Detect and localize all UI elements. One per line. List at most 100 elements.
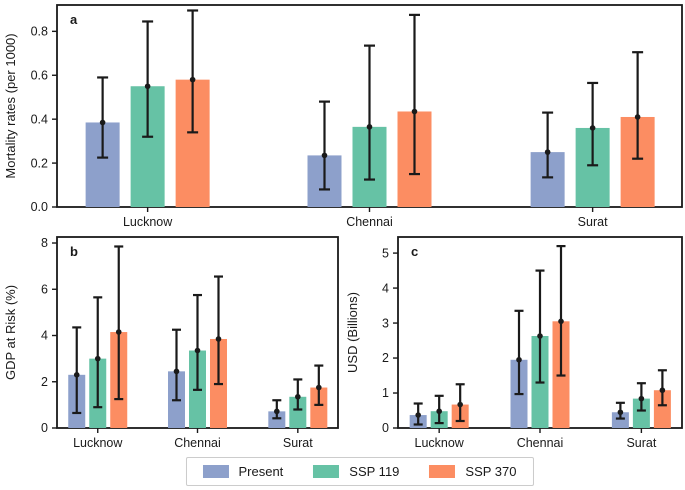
y-tick-label: 0.2 <box>31 156 48 170</box>
y-tick-label: 0.8 <box>31 25 48 39</box>
y-axis-label-a: Mortality rates (per 1000) <box>3 33 18 178</box>
panel-b: 0 2 4 6 8 GDP at Risk (%) b Lucknow Chennai Surat <box>3 236 339 450</box>
error-center-dot <box>537 333 543 339</box>
error-center-dot <box>73 372 80 378</box>
y-tick-label: 0 <box>41 421 48 435</box>
error-center-dot <box>115 329 122 335</box>
error-bar-surat-ssp-119 <box>636 382 646 412</box>
error-center-dot <box>215 336 222 342</box>
x-tick-label-chennai: Chennai <box>346 215 393 229</box>
y-tick-label: 3 <box>382 316 389 330</box>
error-center-dot <box>436 408 442 415</box>
error-bar-surat-ssp-119 <box>587 81 599 167</box>
y-tick-label: 0 <box>382 421 389 435</box>
error-bar-surat-ssp-119 <box>293 378 303 411</box>
error-bar-surat-present <box>272 399 282 420</box>
error-bar-lucknow-present <box>72 326 82 415</box>
error-bar-lucknow-ssp-370 <box>187 9 199 134</box>
x-tick-label-surat: Surat <box>626 436 656 450</box>
error-center-dot <box>638 395 645 402</box>
error-bar-chennai-present <box>514 309 524 396</box>
legend-label: SSP 119 <box>349 464 400 479</box>
error-center-dot <box>366 124 373 130</box>
error-center-dot <box>411 108 418 115</box>
error-bar-chennai-ssp-370 <box>556 244 566 377</box>
error-center-dot <box>99 119 106 126</box>
y-tick-label: 2 <box>41 375 48 389</box>
error-bar-chennai-ssp-370 <box>409 13 420 176</box>
y-axis-label-c: USD (Billions) <box>345 292 360 373</box>
error-center-dot <box>194 347 201 354</box>
panel-a: 0.0 0.2 0.4 0.6 0.8 Mortality rates (per 1000… <box>3 4 683 229</box>
error-center-dot <box>295 393 301 400</box>
error-center-dot <box>589 125 596 131</box>
bar-surat-present <box>611 412 629 428</box>
x-tick-label-surat: Surat <box>578 215 608 229</box>
panel-letter-c: c <box>411 244 418 259</box>
error-center-dot <box>316 384 322 391</box>
error-center-dot <box>617 409 624 416</box>
error-bar-surat-ssp-370 <box>657 369 667 407</box>
x-tick-label-lucknow: Lucknow <box>123 215 173 229</box>
error-center-dot <box>173 368 180 375</box>
error-bar-lucknow-present <box>413 402 423 426</box>
y-tick-label: 8 <box>41 236 48 250</box>
y-tick-label: 0.6 <box>31 68 48 82</box>
legend-label: SSP 370 <box>465 464 517 479</box>
error-bar-surat-present <box>542 111 554 179</box>
y-tick-label: 1 <box>382 386 389 400</box>
error-bar-lucknow-ssp-119 <box>434 394 444 425</box>
charts-canvas: 0.0 0.2 0.4 0.6 0.8 Mortality rates (per 1000… <box>3 4 683 450</box>
legend-item-present: Present <box>202 464 283 479</box>
y-tick-label: 4 <box>382 281 389 295</box>
error-center-dot <box>457 401 463 408</box>
error-center-dot <box>558 318 564 325</box>
y-tick-label: 2 <box>382 351 389 365</box>
error-bar-chennai-ssp-119 <box>193 293 202 391</box>
error-bar-chennai-ssp-119 <box>364 44 375 181</box>
bar-surat-ssp-370 <box>653 390 671 428</box>
y-tick-label: 0.4 <box>31 112 48 126</box>
error-bar-surat-present <box>615 401 625 420</box>
legend: Present SSP 119 SSP 370 <box>185 457 534 486</box>
error-bar-surat-ssp-370 <box>314 364 324 406</box>
bar-surat-ssp-119 <box>289 396 307 428</box>
error-center-dot <box>659 387 666 394</box>
legend-item-ssp-119: SSP 119 <box>313 464 399 479</box>
error-bar-surat-ssp-370 <box>632 51 644 160</box>
y-tick-label: 5 <box>382 246 389 260</box>
error-center-dot <box>189 76 196 83</box>
bar-surat-ssp-119 <box>632 398 650 428</box>
error-center-dot <box>274 408 280 415</box>
error-bar-chennai-ssp-370 <box>214 275 223 386</box>
legend-swatch <box>202 465 229 478</box>
error-bar-chennai-present <box>172 328 181 402</box>
x-tick-label-lucknow: Lucknow <box>415 436 465 450</box>
error-bar-chennai-present <box>319 100 330 191</box>
error-center-dot <box>321 152 328 159</box>
bar-surat-ssp-370 <box>310 387 328 428</box>
x-tick-label-lucknow: Lucknow <box>73 436 123 450</box>
error-bar-lucknow-ssp-370 <box>455 383 465 423</box>
y-axis-label-b: GDP at Risk (%) <box>3 285 18 380</box>
panel-letter-b: b <box>70 244 78 259</box>
bar-surat-present <box>268 411 286 428</box>
error-center-dot <box>634 114 641 120</box>
error-bar-lucknow-ssp-119 <box>93 296 103 409</box>
x-tick-label-surat: Surat <box>283 436 313 450</box>
y-tick-label: 0.0 <box>31 200 48 214</box>
error-center-dot <box>94 355 101 362</box>
x-tick-label-chennai: Chennai <box>174 436 221 450</box>
legend-swatch <box>429 465 456 478</box>
error-center-dot <box>144 83 151 90</box>
error-bar-chennai-ssp-119 <box>535 269 545 384</box>
error-bar-lucknow-ssp-119 <box>142 20 154 138</box>
error-center-dot <box>516 356 522 363</box>
error-bar-lucknow-ssp-370 <box>114 245 124 401</box>
error-center-dot <box>544 149 551 155</box>
error-center-dot <box>415 412 421 418</box>
y-tick-label: 4 <box>41 329 48 343</box>
legend-label: Present <box>238 464 284 479</box>
error-bar-lucknow-present <box>97 76 109 159</box>
